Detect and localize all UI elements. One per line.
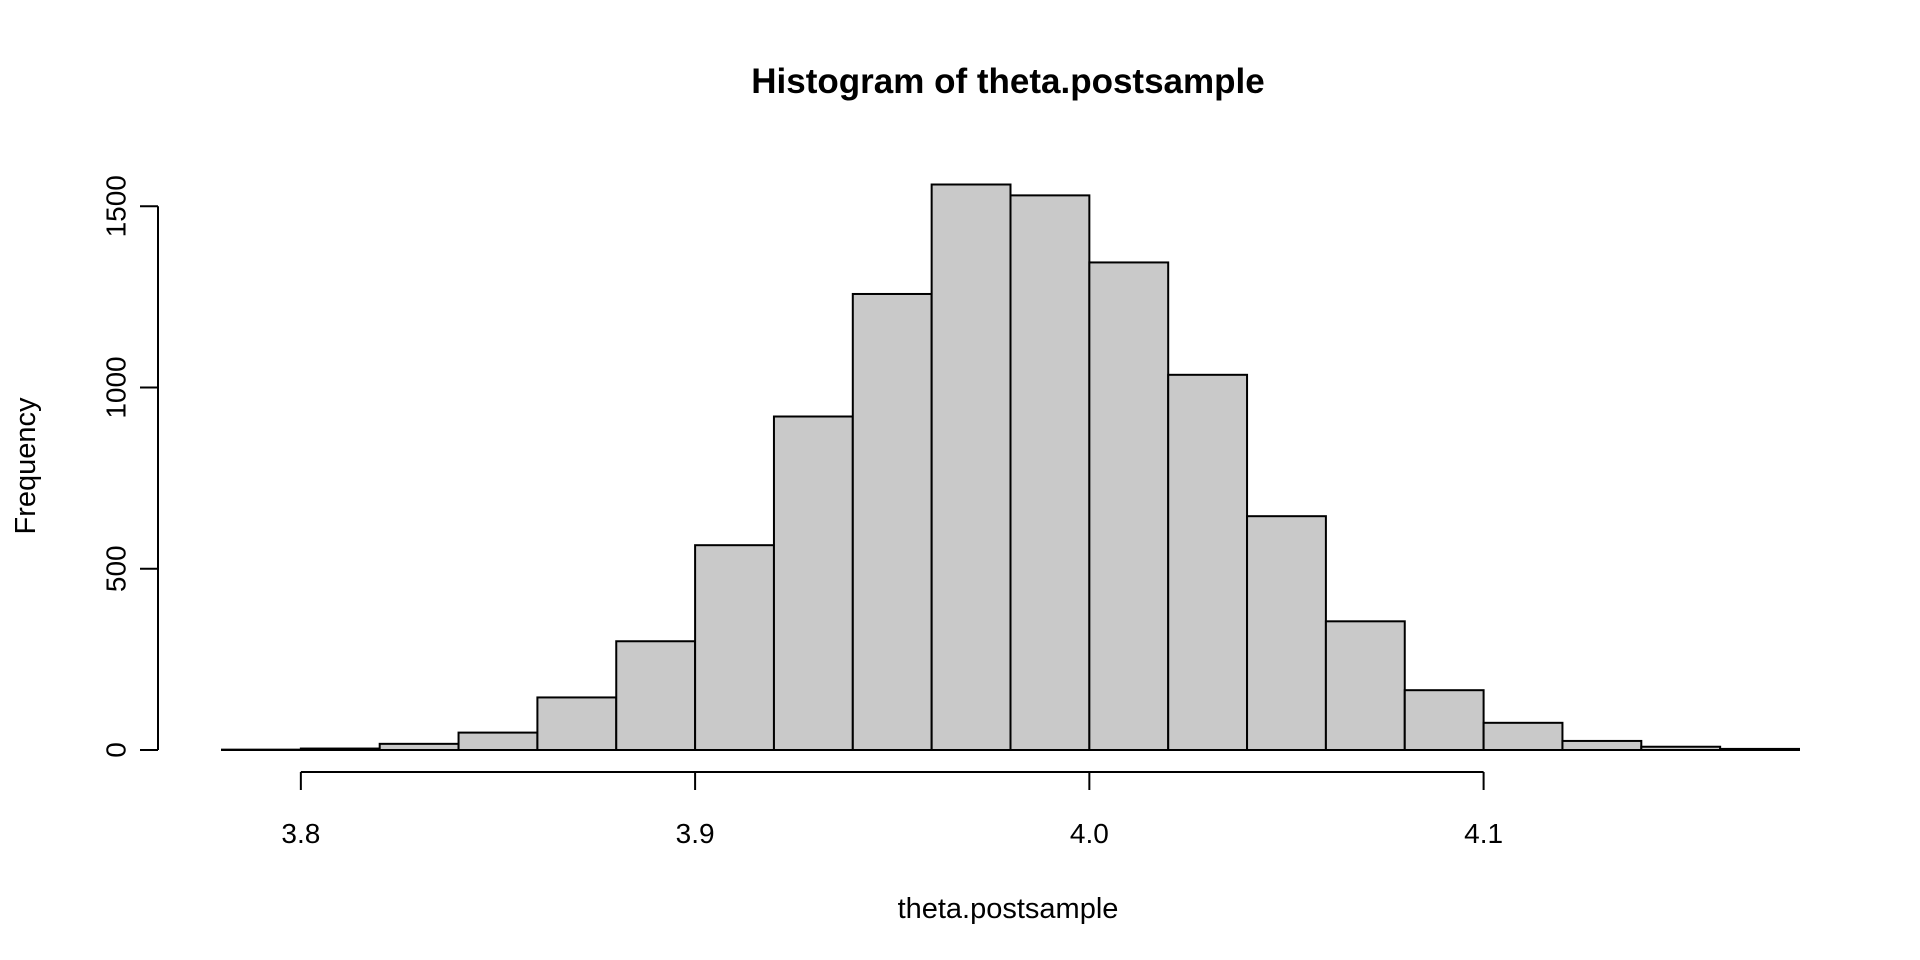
histogram-bar (772, 415, 854, 751)
histogram-bar (378, 742, 460, 752)
x-axis: 3.8 3.9 4.0 4.1 (281, 771, 1503, 849)
chart-title: Histogram of theta.postsample (751, 62, 1264, 101)
histogram-bar (1167, 373, 1249, 751)
histogram-bar (1009, 194, 1091, 751)
histogram-bar (1403, 689, 1485, 751)
histogram-bar (930, 183, 1012, 751)
histogram-bar (536, 696, 618, 751)
histogram-bar (299, 747, 381, 751)
histogram-bar (1482, 721, 1564, 751)
x-tick-label: 4.0 (1070, 818, 1109, 849)
y-tick-label: 1500 (101, 175, 132, 237)
y-axis: 0 500 1000 1500 (101, 175, 159, 758)
histogram-bar (694, 544, 775, 751)
x-tick-label: 3.9 (676, 818, 715, 849)
x-tick-label: 3.8 (281, 818, 320, 849)
histogram-bar (615, 640, 697, 751)
y-axis-label: Frequency (10, 397, 42, 535)
y-tick-label: 1000 (101, 356, 132, 418)
y-tick-label: 0 (101, 742, 132, 758)
y-tick-label: 500 (101, 545, 132, 592)
histogram-bar (1719, 747, 1801, 751)
histogram-bar (1246, 515, 1327, 751)
histogram-bar (1088, 261, 1170, 751)
histogram-bars (221, 183, 1801, 752)
x-axis-label: theta.postsample (898, 893, 1119, 925)
histogram-bar (1324, 620, 1406, 751)
histogram-bar (851, 292, 933, 751)
x-tick-label: 4.1 (1464, 818, 1503, 849)
histogram-bar (1640, 745, 1722, 751)
histogram-bar (1561, 739, 1643, 751)
histogram-bar (457, 731, 539, 751)
